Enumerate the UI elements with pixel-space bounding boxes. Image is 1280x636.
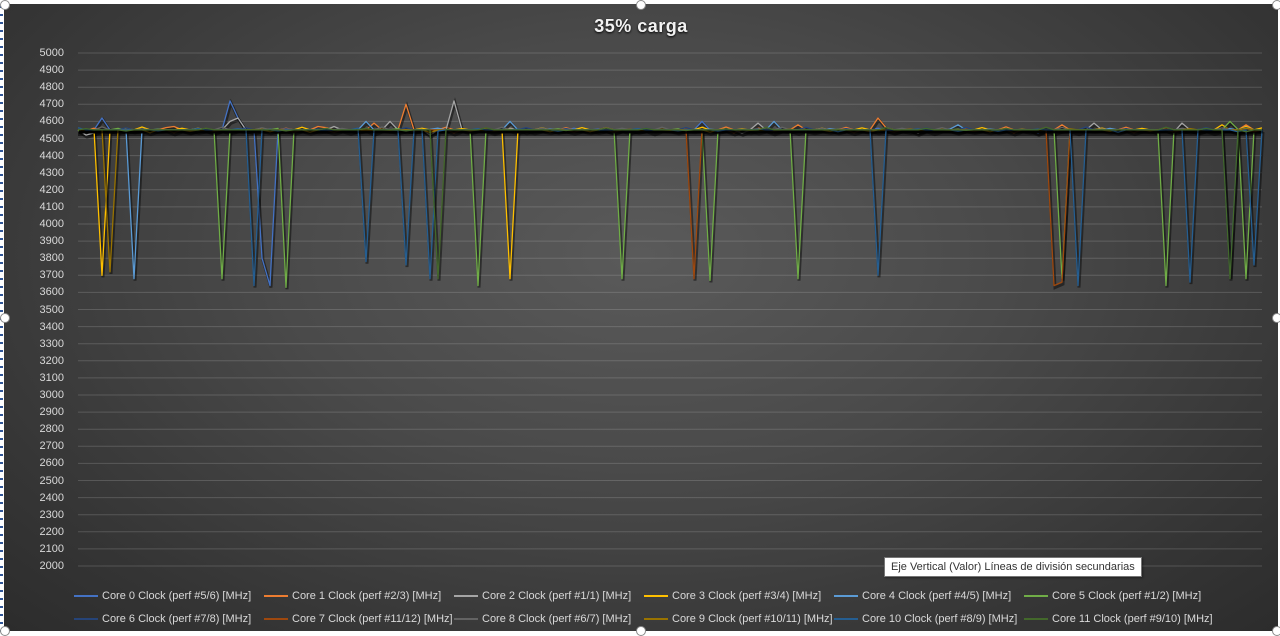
legend-swatch-icon (834, 594, 858, 597)
series-shadow (79, 121, 1263, 281)
legend-item-core-7[interactable]: Core 7 Clock (perf #11/12) [MHz] (264, 613, 454, 625)
plot-area[interactable] (4, 4, 1278, 631)
series-shadow (78, 128, 1265, 288)
legend-item-core-9[interactable]: Core 9 Clock (perf #10/11) [MHz] (644, 613, 834, 625)
legend-item-core-2[interactable]: Core 2 Clock (perf #1/1) [MHz] (454, 590, 644, 602)
legend-label: Core 10 Clock (perf #8/9) [MHz] (862, 612, 1018, 625)
y-tick-label: 3100 (39, 371, 64, 384)
legend-swatch-icon (454, 594, 478, 597)
legend-item-core-8[interactable]: Core 8 Clock (perf #6/7) [MHz] (454, 613, 644, 625)
legend-row: Core 0 Clock (perf #5/6) [MHz] Core 1 Clo… (74, 584, 1254, 607)
legend-label: Core 8 Clock (perf #6/7) [MHz] (482, 612, 632, 625)
y-tick-label: 3900 (39, 235, 64, 248)
series-shadow (78, 127, 1263, 281)
legend-label: Core 6 Clock (perf #7/8) [MHz] (102, 612, 252, 625)
y-tick-label: 3000 (39, 389, 64, 401)
chart-title[interactable]: 35% carga (594, 16, 688, 36)
y-tick-label: 2800 (39, 423, 64, 436)
legend-row: Core 6 Clock (perf #7/8) [MHz] Core 7 Clo… (74, 607, 1254, 630)
legend-swatch-icon (264, 617, 288, 620)
legend-item-core-6[interactable]: Core 6 Clock (perf #7/8) [MHz] (74, 613, 264, 625)
y-tick-label: 3400 (39, 320, 64, 333)
y-tick-label: 2500 (39, 474, 64, 487)
y-tick-label: 3200 (39, 354, 64, 367)
y-tick-label: 3300 (39, 337, 64, 350)
legend-label: Core 2 Clock (perf #1/1) [MHz] (482, 589, 632, 602)
legend-item-core-5[interactable]: Core 5 Clock (perf #1/2) [MHz] (1024, 590, 1214, 602)
legend-label: Core 0 Clock (perf #5/6) [MHz] (102, 589, 252, 602)
resize-handle-left[interactable] (0, 313, 10, 323)
legend-label: Core 3 Clock (perf #3/4) [MHz] (672, 589, 822, 602)
y-tick-label: 4500 (39, 132, 64, 145)
y-tick-label: 4800 (39, 81, 64, 94)
legend-swatch-icon (74, 617, 98, 620)
y-tick-label: 4900 (39, 64, 64, 77)
legend-item-core-11[interactable]: Core 11 Clock (perf #9/10) [MHz] (1024, 613, 1214, 625)
legend-swatch-icon (264, 594, 288, 597)
resize-handle-right[interactable] (1272, 313, 1280, 323)
legend-item-core-10[interactable]: Core 10 Clock (perf #8/9) [MHz] (834, 613, 1024, 625)
legend-swatch-icon (644, 594, 668, 597)
y-tick-label: 4300 (39, 166, 64, 179)
y-tick-label: 2200 (39, 525, 64, 538)
resize-handle-top[interactable] (636, 0, 646, 10)
legend-swatch-icon (74, 594, 98, 597)
y-tick-label: 2900 (39, 406, 64, 419)
series-shadow (79, 130, 1264, 290)
series-shadow (78, 127, 1263, 280)
y-tick-label: 2400 (39, 491, 64, 504)
series-shadow (79, 125, 1264, 281)
legend-swatch-icon (454, 617, 478, 620)
resize-handle-bottom-left[interactable] (0, 626, 10, 636)
y-tick-label: 4600 (39, 115, 64, 128)
chart-area[interactable]: 35% carga 5000 4900 4800 4700 4600 4500 4400 43… (4, 4, 1278, 631)
legend-swatch-icon (644, 617, 668, 620)
y-tick-label: 5000 (39, 47, 64, 59)
y-tick-label: 4400 (39, 149, 64, 162)
legend-swatch-icon (834, 617, 858, 620)
y-tick-label: 3600 (39, 286, 64, 299)
resize-handle-bottom[interactable] (636, 626, 646, 636)
resize-handle-bottom-right[interactable] (1272, 626, 1280, 636)
legend[interactable]: Core 0 Clock (perf #5/6) [MHz] Core 1 Clo… (74, 584, 1254, 630)
y-tick-label: 2700 (39, 440, 64, 453)
y-tick-label: 3700 (39, 269, 64, 282)
series-shadow (79, 98, 1263, 289)
legend-label: Core 7 Clock (perf #11/12) [MHz] (292, 612, 453, 625)
y-tick-label: 4700 (39, 98, 64, 111)
series-line-core-11[interactable] (77, 126, 1262, 280)
y-tick-label: 2300 (39, 508, 64, 521)
series-shadow (79, 128, 1263, 274)
legend-item-core-0[interactable]: Core 0 Clock (perf #5/6) [MHz] (74, 590, 264, 602)
legend-label: Core 4 Clock (perf #4/5) [MHz] (862, 589, 1012, 602)
legend-item-core-4[interactable]: Core 4 Clock (perf #4/5) [MHz] (834, 590, 1024, 602)
legend-label: Core 9 Clock (perf #10/11) [MHz] (672, 612, 833, 625)
legend-label: Core 1 Clock (perf #2/3) [MHz] (292, 589, 442, 602)
y-tick-label: 4000 (39, 218, 64, 230)
tooltip: Eje Vertical (Valor) Líneas de división … (884, 557, 1142, 577)
y-tick-label: 2600 (39, 457, 64, 470)
resize-handle-top-left[interactable] (0, 0, 10, 10)
y-tick-label: 2000 (39, 560, 64, 572)
legend-item-core-1[interactable]: Core 1 Clock (perf #2/3) [MHz] (264, 590, 454, 602)
y-tick-label: 4200 (39, 183, 64, 196)
legend-swatch-icon (1024, 617, 1048, 620)
series-shadow (78, 97, 1263, 139)
y-tick-label: 4100 (39, 200, 64, 213)
legend-label: Core 11 Clock (perf #9/10) [MHz] (1052, 612, 1213, 625)
y-tick-label: 3500 (39, 303, 64, 316)
series-line-core-1[interactable] (77, 103, 1262, 132)
y-tick-label: 2100 (39, 542, 64, 555)
legend-swatch-icon (1024, 594, 1048, 597)
resize-handle-top-right[interactable] (1272, 0, 1280, 10)
legend-label: Core 5 Clock (perf #1/2) [MHz] (1052, 589, 1202, 602)
y-tick-label: 3800 (39, 252, 64, 265)
legend-item-core-3[interactable]: Core 3 Clock (perf #3/4) [MHz] (644, 590, 834, 602)
